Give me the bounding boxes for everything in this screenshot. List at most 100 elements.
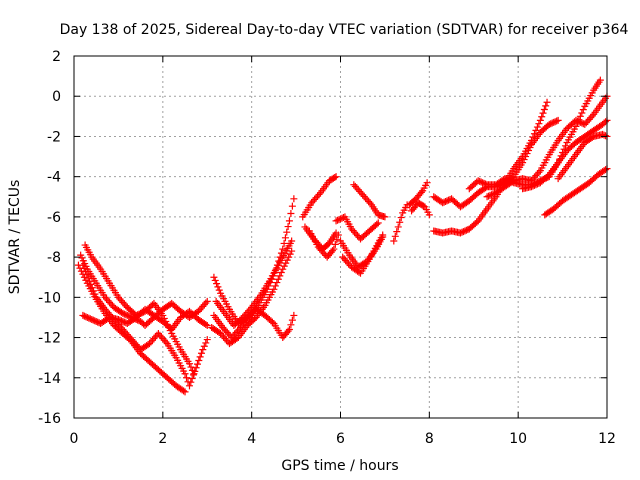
data-point: [582, 119, 590, 127]
data-point: [480, 179, 488, 187]
data-point: [284, 327, 292, 335]
data-point: [362, 194, 370, 202]
data-point: [490, 189, 498, 197]
data-point: [277, 269, 285, 277]
data-point: [473, 218, 481, 226]
y-tick-label: -4: [47, 170, 61, 186]
data-point: [162, 338, 170, 346]
y-tick-label: -2: [47, 129, 61, 145]
data-point: [165, 324, 173, 331]
data-point: [396, 218, 404, 226]
data-point: [329, 247, 337, 255]
data-point: [311, 195, 319, 203]
data-point: [285, 253, 293, 261]
x-tick-label: 6: [336, 431, 345, 447]
data-point: [547, 120, 555, 128]
data-point: [529, 182, 537, 190]
data-point: [338, 214, 346, 222]
data-point: [373, 220, 381, 228]
data-point: [76, 264, 84, 272]
data-point: [185, 382, 193, 390]
data-point: [187, 363, 195, 371]
data-point: [232, 329, 240, 337]
data-point: [443, 197, 451, 205]
data-point: [160, 314, 168, 322]
data-point: [243, 308, 251, 316]
data-point: [525, 147, 533, 155]
data-point: [80, 312, 88, 320]
data-point: [126, 336, 134, 344]
data-point: [203, 297, 211, 305]
data-point: [284, 223, 292, 231]
data-point: [343, 258, 351, 266]
data-point: [192, 364, 200, 372]
data-point: [148, 336, 156, 344]
y-tick-label: 2: [52, 49, 61, 65]
data-points: [74, 76, 611, 396]
data-point: [180, 387, 188, 395]
data-point: [440, 198, 448, 206]
data-point: [125, 312, 133, 320]
data-point: [342, 256, 350, 264]
data-point: [270, 285, 278, 293]
data-point: [562, 142, 570, 150]
data-point: [203, 336, 211, 344]
data-point: [585, 115, 593, 123]
data-point: [183, 374, 191, 382]
data-point: [508, 178, 516, 186]
data-point: [213, 280, 221, 288]
data-point: [271, 269, 279, 277]
y-axis-label: SDTVAR / TECUs: [7, 180, 23, 295]
data-point: [334, 216, 342, 224]
series-15: [339, 231, 387, 277]
data-point: [576, 112, 584, 120]
series-8: [210, 195, 298, 342]
data-point: [117, 308, 125, 316]
x-tick-label: 4: [247, 431, 256, 447]
data-point: [197, 349, 205, 357]
data-point: [276, 253, 284, 261]
data-point: [526, 144, 534, 152]
y-axis-ticks: 2 0 -2 -4 -6 -8 -10 -12 -14 -16: [38, 49, 607, 427]
data-point: [157, 333, 165, 341]
data-point: [578, 109, 586, 117]
series-23: [483, 92, 611, 201]
data-point: [381, 213, 389, 221]
x-tick-label: 10: [509, 431, 527, 447]
data-point: [550, 118, 558, 126]
chart-title: Day 138 of 2025, Sidereal Day-to-day VTE…: [60, 22, 629, 38]
data-point: [119, 317, 127, 325]
y-tick-label: -8: [47, 250, 61, 266]
data-point: [486, 191, 494, 199]
x-tick-label: 8: [425, 431, 434, 447]
data-point: [122, 302, 130, 310]
data-point: [602, 132, 610, 140]
data-point: [530, 173, 538, 181]
data-point: [551, 118, 559, 126]
series-12: [305, 227, 342, 261]
data-point: [156, 331, 164, 339]
data-point: [579, 120, 587, 128]
data-point: [279, 265, 287, 273]
data-point: [425, 211, 433, 219]
data-point: [117, 297, 125, 305]
data-point: [219, 324, 227, 331]
data-point: [233, 335, 241, 343]
data-point: [527, 183, 535, 191]
data-point: [482, 180, 490, 188]
data-point: [150, 335, 158, 343]
data-point: [575, 118, 583, 126]
data-point: [340, 255, 348, 263]
data-point: [269, 272, 277, 280]
series-10: [299, 173, 340, 221]
data-point: [116, 295, 124, 303]
data-point: [501, 175, 509, 183]
data-point: [85, 314, 93, 322]
data-point: [588, 133, 596, 141]
data-point: [532, 172, 540, 180]
series-4: [81, 241, 198, 378]
series-19: [408, 199, 433, 219]
data-point: [423, 179, 431, 187]
data-point: [359, 191, 367, 199]
data-point: [554, 116, 562, 124]
